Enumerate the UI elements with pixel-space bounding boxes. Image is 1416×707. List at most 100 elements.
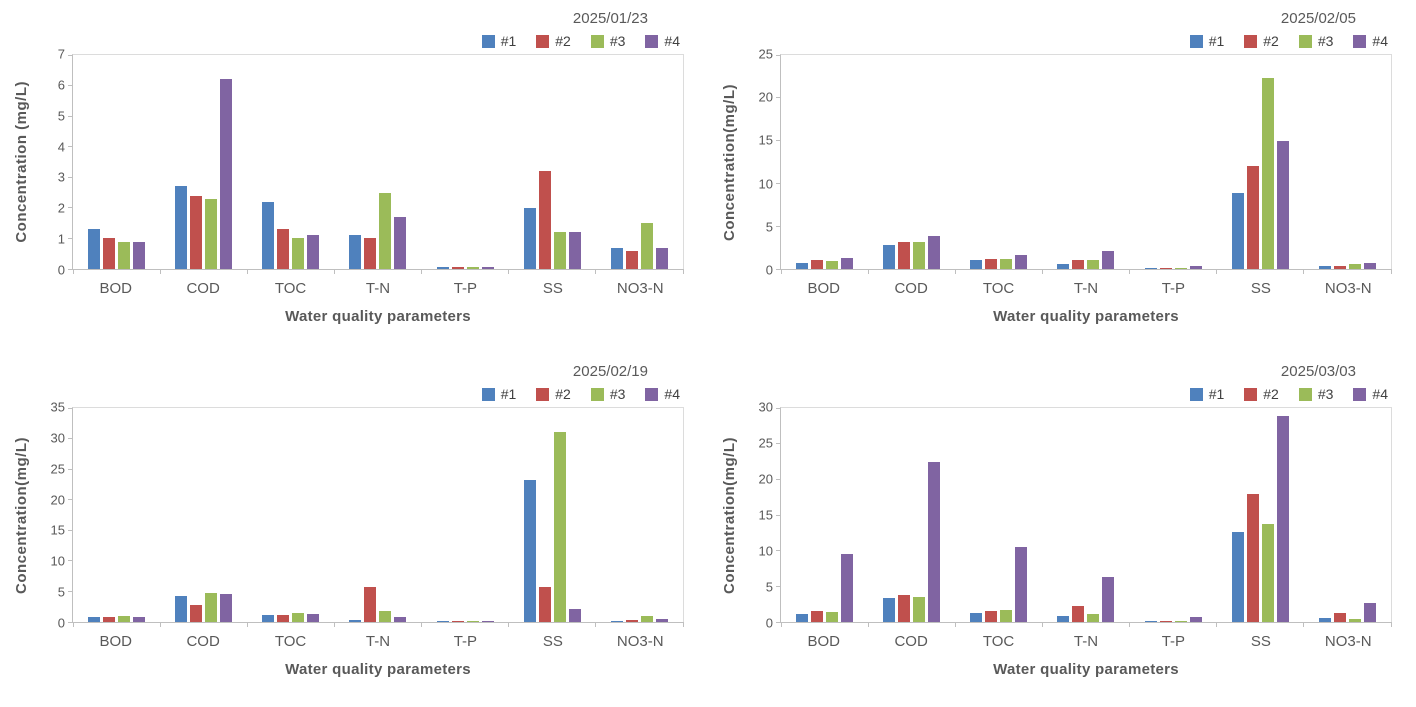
y-tick-label: 0 <box>57 262 65 278</box>
x-axis-tickmark <box>682 269 684 274</box>
bar-#2-BOD <box>811 260 824 269</box>
bar-#3-TOC <box>1000 609 1013 622</box>
bar-group-T-P <box>422 55 509 269</box>
y-tick-label: 20 <box>758 89 773 105</box>
bar-#3-TOC <box>292 238 305 269</box>
bar-group-SS <box>509 408 596 622</box>
y-axis-tickmark <box>776 225 781 227</box>
bar-#3-BOD <box>118 241 131 269</box>
y-tick-label: 35 <box>50 399 65 415</box>
bar-#4-SS <box>1276 140 1289 269</box>
bar-#3-T-P <box>466 621 479 622</box>
x-axis-tickmark <box>1216 622 1218 627</box>
bar-#1-T-P <box>436 621 449 622</box>
bar-#2-TOC <box>277 229 290 269</box>
y-tick-label: 10 <box>50 553 65 569</box>
legend: #1 #2 #3 #4 <box>0 30 708 52</box>
y-axis-title: Concentration(mg/L) <box>12 436 30 594</box>
x-axis-tickmark <box>954 622 956 627</box>
bar-group-T-N <box>1042 55 1129 269</box>
x-axis-tickmark <box>72 622 74 627</box>
y-tick-label: 5 <box>57 108 65 124</box>
bar-#2-SS <box>1246 166 1259 269</box>
x-axis-tickmark <box>246 622 248 627</box>
y-axis-ticks: 0 1 2 3 4 5 6 7 <box>36 48 72 277</box>
x-axis-tickmark <box>867 269 869 274</box>
x-axis-tickmark <box>159 269 161 274</box>
bar-#2-NO3-N <box>625 620 638 622</box>
chart-2025-03-03: 2025/03/03 #1 #2 #3 #4 Concentration(mg/L) … <box>708 353 1416 706</box>
legend-item: #3 <box>1298 386 1333 402</box>
legend-swatch-icon <box>1189 34 1203 48</box>
bar-#4-COD <box>220 79 233 269</box>
bar-group-T-P <box>1130 55 1217 269</box>
y-tick-label: 4 <box>57 139 65 155</box>
bar-#1-BOD <box>796 263 809 269</box>
bar-#2-SS <box>538 586 551 622</box>
bar-#1-COD <box>175 596 188 622</box>
category-label: T-N <box>1073 632 1099 650</box>
bar-#3-T-P <box>1174 267 1187 269</box>
plot-area <box>68 407 684 627</box>
y-tick-label: 15 <box>50 522 65 538</box>
bar-group-SS <box>1217 408 1304 622</box>
bar-group-T-P <box>1130 408 1217 622</box>
legend-label: #4 <box>1372 386 1388 402</box>
x-axis-tickmark <box>508 269 510 274</box>
bar-#1-NO3-N <box>1318 265 1331 269</box>
category-label: BOD <box>99 279 132 297</box>
bar-group-TOC <box>247 55 334 269</box>
bar-#4-TOC <box>307 235 320 269</box>
legend-label: #3 <box>609 33 626 49</box>
bar-#2-SS <box>1246 493 1259 622</box>
bar-#1-TOC <box>970 613 983 622</box>
bar-group-BOD <box>73 55 160 269</box>
x-axis-tickmark <box>682 622 684 627</box>
legend: #1 #2 #3 #4 <box>0 383 708 405</box>
category-label: T-P <box>1161 632 1186 650</box>
y-axis-tickmark <box>68 268 73 270</box>
y-axis-tickmark <box>68 499 73 501</box>
legend-label: #2 <box>1263 33 1279 49</box>
y-tick-label: 15 <box>758 507 773 523</box>
legend-swatch-icon <box>1244 387 1258 401</box>
bar-#2-NO3-N <box>1333 612 1346 622</box>
bar-#3-SS <box>553 232 566 269</box>
legend-swatch-icon <box>590 34 604 48</box>
x-axis-title: Water quality parameters <box>993 661 1179 678</box>
bar-#3-SS <box>1261 78 1274 269</box>
y-tick-label: 10 <box>758 543 773 559</box>
category-label: SS <box>542 632 563 650</box>
bar-#3-T-N <box>1087 260 1100 269</box>
legend-item: #1 <box>1189 386 1224 402</box>
bar-#3-SS <box>1261 523 1274 622</box>
legend-item: #4 <box>1353 33 1388 49</box>
bar-#3-NO3-N <box>640 223 653 269</box>
bar-#1-BOD <box>796 614 809 622</box>
y-axis-tickmark <box>776 585 781 587</box>
y-tick-label: 1 <box>57 231 65 247</box>
plot-area <box>776 407 1392 627</box>
bar-#4-NO3-N <box>655 619 668 622</box>
x-axis-tickmark <box>72 269 74 274</box>
y-axis-tickmark <box>776 140 781 142</box>
x-axis-tickmark <box>333 622 335 627</box>
bar-#3-T-P <box>466 267 479 269</box>
bar-#1-BOD <box>88 229 101 269</box>
bar-group-NO3-N <box>596 55 683 269</box>
category-label: NO3-N <box>1324 279 1372 297</box>
y-axis-title: Concentration(mg/L) <box>720 436 738 594</box>
x-axis-tickmark <box>1303 269 1305 274</box>
bar-#4-T-N <box>1102 577 1115 622</box>
y-axis-tickmark <box>776 268 781 270</box>
bar-#4-NO3-N <box>1363 263 1376 269</box>
category-label: T-P <box>453 632 478 650</box>
y-axis-tickmark <box>776 182 781 184</box>
bar-#4-SS <box>568 608 581 622</box>
y-tick-label: 20 <box>758 471 773 487</box>
legend-swatch-icon <box>1353 387 1367 401</box>
y-axis-tickmark <box>776 514 781 516</box>
y-tick-label: 5 <box>765 219 773 235</box>
bar-#4-TOC <box>1015 255 1028 269</box>
